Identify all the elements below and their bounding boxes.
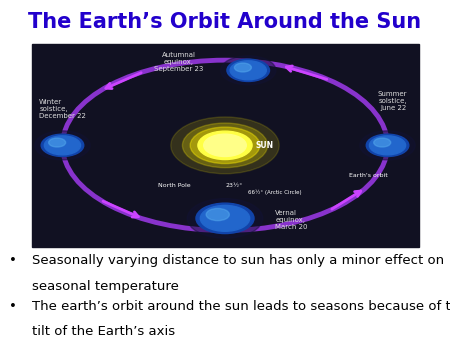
Circle shape xyxy=(41,134,84,156)
Text: Vernal
equinox,
March 20: Vernal equinox, March 20 xyxy=(275,210,308,230)
Text: The earth’s orbit around the sun leads to seasons because of the: The earth’s orbit around the sun leads t… xyxy=(32,300,450,313)
Circle shape xyxy=(360,131,415,160)
Circle shape xyxy=(227,59,270,81)
Circle shape xyxy=(182,123,268,168)
Text: The Earth’s Orbit Around the Sun: The Earth’s Orbit Around the Sun xyxy=(28,12,422,32)
Text: 23½°: 23½° xyxy=(225,184,242,188)
Circle shape xyxy=(187,198,263,238)
Text: North Pole: North Pole xyxy=(158,184,190,188)
Circle shape xyxy=(196,203,254,234)
Circle shape xyxy=(230,61,266,80)
Circle shape xyxy=(190,127,260,164)
Circle shape xyxy=(234,63,252,72)
Circle shape xyxy=(206,209,230,221)
Circle shape xyxy=(45,136,81,155)
Circle shape xyxy=(204,134,246,156)
Circle shape xyxy=(198,131,252,160)
Text: Autumnal
equinox,
September 23: Autumnal equinox, September 23 xyxy=(154,52,203,72)
Circle shape xyxy=(49,138,66,147)
Text: seasonal temperature: seasonal temperature xyxy=(32,280,178,293)
Text: 66½° (Arctic Circle): 66½° (Arctic Circle) xyxy=(248,189,302,195)
Circle shape xyxy=(374,138,391,147)
Text: Summer
solstice,
June 22: Summer solstice, June 22 xyxy=(378,91,407,111)
Circle shape xyxy=(200,206,250,231)
Text: •: • xyxy=(9,254,17,267)
Circle shape xyxy=(369,136,405,155)
Text: Seasonally varying distance to sun has only a minor effect on: Seasonally varying distance to sun has o… xyxy=(32,254,444,267)
Circle shape xyxy=(35,131,90,160)
Text: •: • xyxy=(9,300,17,313)
Circle shape xyxy=(366,134,409,156)
Text: SUN: SUN xyxy=(256,141,274,150)
Circle shape xyxy=(220,56,276,85)
Circle shape xyxy=(171,117,279,174)
Text: Earth's orbit: Earth's orbit xyxy=(349,173,387,178)
Text: tilt of the Earth’s axis: tilt of the Earth’s axis xyxy=(32,325,175,338)
Text: Winter
solstice,
December 22: Winter solstice, December 22 xyxy=(39,99,86,119)
